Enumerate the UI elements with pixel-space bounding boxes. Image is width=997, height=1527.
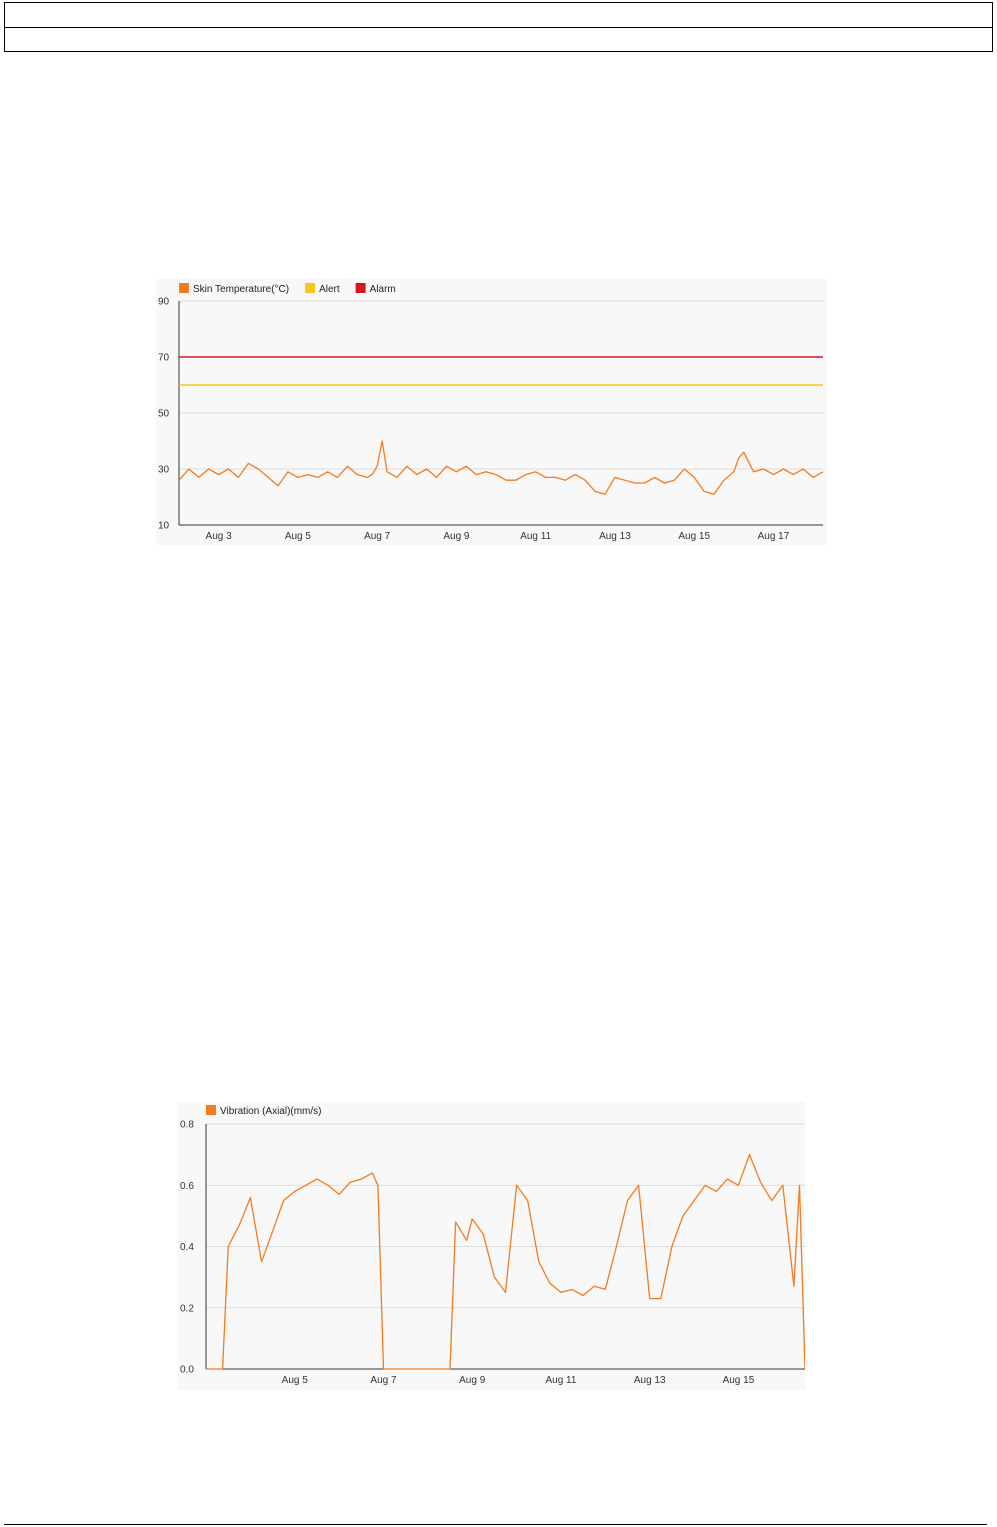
y-tick-label: 50 — [158, 409, 170, 420]
x-tick-label: Aug 7 — [370, 1375, 397, 1386]
y-tick-label: 30 — [158, 465, 170, 476]
x-tick-label: Aug 7 — [364, 531, 391, 542]
vibration-axial-chart: 0.8 0.6 0.4 0.2 0.0 Aug 5 Aug 7 Aug 9 Aug 11 Aug … — [178, 1102, 805, 1390]
x-tick-label: Aug 3 — [206, 531, 233, 542]
y-tick-label: 70 — [158, 353, 170, 364]
y-tick-label: 0.0 — [180, 1365, 194, 1376]
header-table — [4, 2, 993, 52]
y-tick-label: 90 — [158, 297, 170, 308]
x-tick-label: Aug 11 — [520, 531, 551, 542]
y-tick-label: 10 — [158, 521, 170, 532]
series-line — [206, 1153, 805, 1370]
footer-rule — [4, 1524, 987, 1525]
legend-swatch — [179, 283, 189, 293]
legend-swatch — [355, 283, 366, 293]
header-row — [4, 26, 993, 52]
x-tick-label: Aug 13 — [634, 1375, 666, 1386]
vibration-axial-chart-svg: 0.8 0.6 0.4 0.2 0.0 Aug 5 Aug 7 Aug 9 Aug 11 Aug … — [180, 1105, 805, 1386]
y-tick-label: 0.8 — [180, 1120, 194, 1131]
y-tick-label: 0.6 — [180, 1181, 194, 1192]
legend-label: Skin Temperature(°C) — [193, 284, 289, 295]
skin-temperature-chart-svg: 90 70 50 30 10 Aug 3 Aug 5 Aug 7 Aug 9 Aug 11 Aug … — [158, 283, 824, 542]
header-row — [4, 2, 993, 28]
x-tick-label: Aug 11 — [545, 1375, 576, 1386]
legend-swatch — [305, 283, 316, 293]
legend-label: Alarm — [370, 284, 396, 295]
x-tick-label: Aug 5 — [285, 531, 312, 542]
header-cell — [4, 2, 993, 28]
y-tick-label: 0.4 — [180, 1242, 194, 1253]
x-tick-label: Aug 9 — [459, 1375, 486, 1386]
legend-label: Vibration (Axial)(mm/s) — [220, 1106, 322, 1117]
legend-label: Alert — [319, 284, 340, 295]
skin-temperature-chart: 90 70 50 30 10 Aug 3 Aug 5 Aug 7 Aug 9 Aug 11 Aug … — [156, 279, 827, 545]
legend-swatch — [206, 1105, 216, 1115]
header-cell — [4, 26, 993, 52]
x-tick-label: Aug 9 — [443, 531, 470, 542]
x-tick-label: Aug 5 — [282, 1375, 309, 1386]
series-line — [178, 440, 824, 495]
x-tick-label: Aug 13 — [599, 531, 631, 542]
x-tick-label: Aug 15 — [678, 531, 710, 542]
x-tick-label: Aug 15 — [723, 1375, 755, 1386]
x-tick-label: Aug 17 — [758, 531, 790, 542]
y-tick-label: 0.2 — [180, 1303, 194, 1314]
